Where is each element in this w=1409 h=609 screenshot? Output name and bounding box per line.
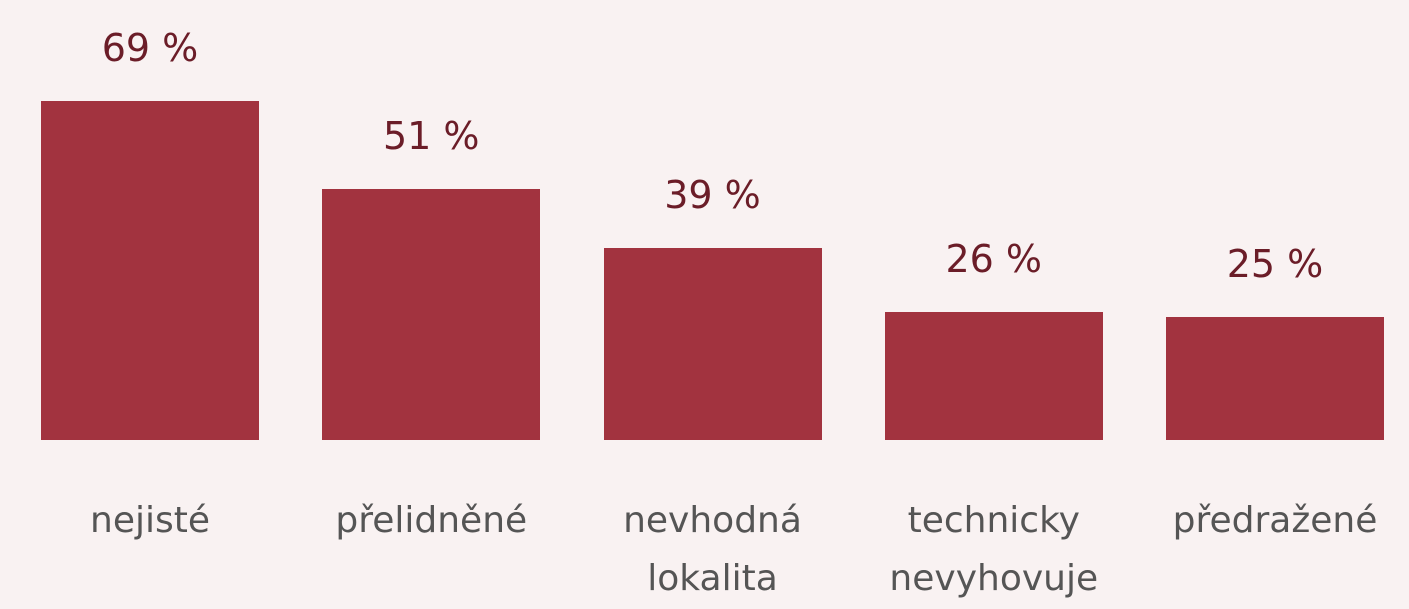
data-label: 51 % <box>382 114 480 159</box>
data-label: 69 % <box>101 25 199 70</box>
x-tick-label: přelidněné <box>335 500 528 541</box>
data-label: 25 % <box>1226 242 1324 287</box>
x-tick-label: nevhodná lokalita <box>623 500 802 599</box>
bar <box>322 189 541 440</box>
bar <box>1166 317 1385 440</box>
x-tick-label: nejisté <box>90 500 211 541</box>
x-tick-label: technicky nevyhovuje <box>889 500 1099 599</box>
bar <box>884 312 1103 440</box>
bar <box>603 248 822 440</box>
data-label: 26 % <box>945 237 1043 282</box>
bar <box>41 100 260 440</box>
data-label: 39 % <box>664 173 761 218</box>
x-tick-label: předražené <box>1172 500 1378 541</box>
